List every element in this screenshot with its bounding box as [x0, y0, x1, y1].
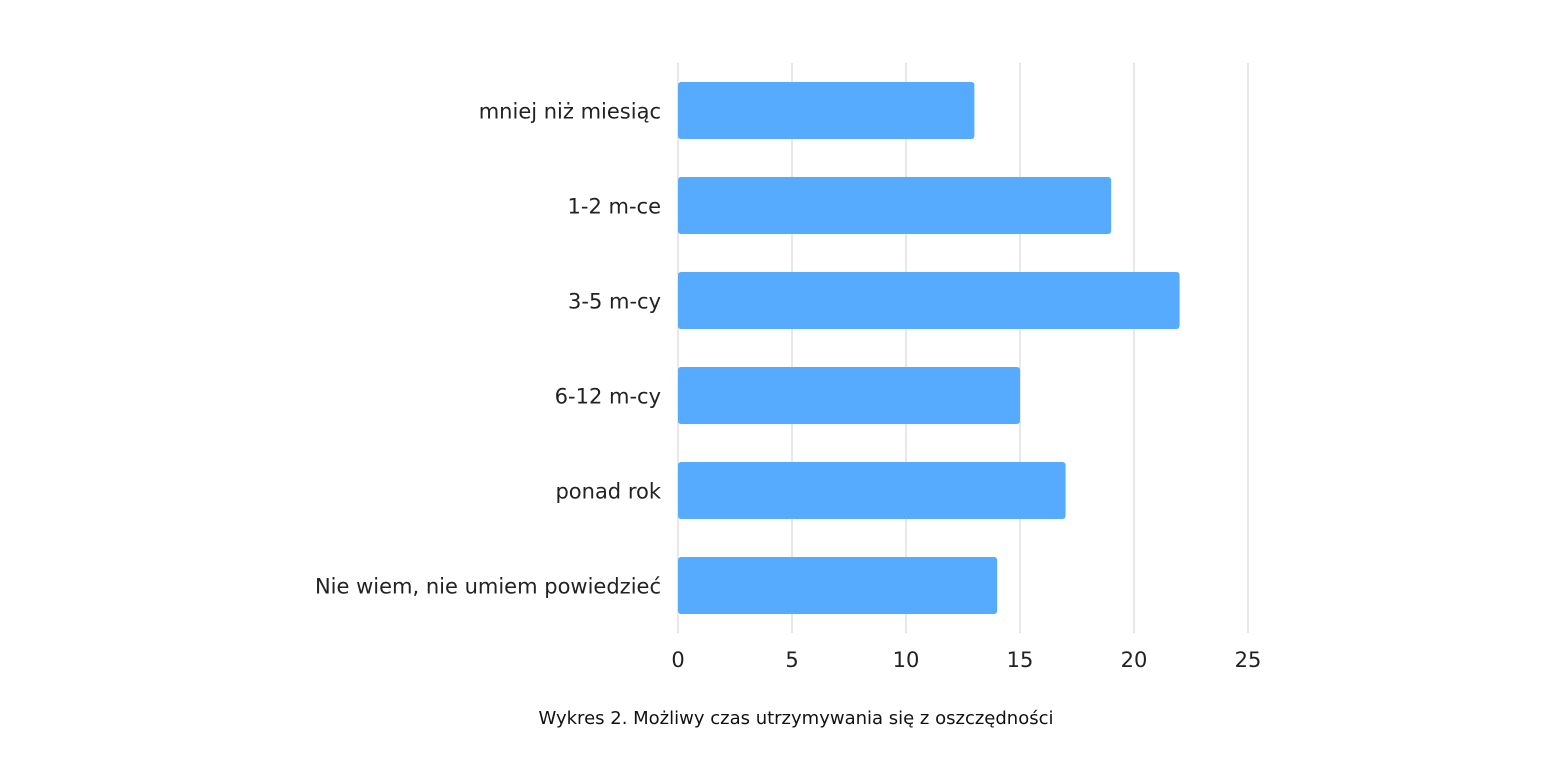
x-tick-label: 15: [1007, 648, 1034, 672]
category-label: ponad rok: [555, 480, 661, 504]
x-tick-label: 25: [1235, 648, 1262, 672]
bar: [678, 557, 998, 614]
category-label: 6-12 m-cy: [555, 385, 661, 409]
gridlines: [677, 63, 1249, 633]
x-tick-label: 0: [671, 648, 684, 672]
category-label: mniej niż miesiąc: [479, 100, 661, 124]
category-label: 1-2 m-ce: [568, 195, 661, 219]
category-label: 3-5 m-cy: [568, 290, 661, 314]
chart-caption: Wykres 2. Możliwy czas utrzymywania się …: [538, 708, 1054, 729]
x-tick-label: 5: [785, 648, 798, 672]
bars: [678, 82, 1180, 614]
bar: [678, 367, 1020, 424]
bar: [678, 462, 1066, 519]
x-axis-ticks: 0 5 10 15 20 25: [671, 648, 1261, 672]
bar: [678, 82, 975, 139]
bar: [678, 272, 1180, 329]
category-label: Nie wiem, nie umiem powiedzieć: [315, 575, 661, 599]
x-tick-label: 10: [893, 648, 920, 672]
x-tick-label: 20: [1121, 648, 1148, 672]
category-labels: mniej niż miesiąc 1-2 m-ce 3-5 m-cy 6-12 m-…: [315, 100, 662, 599]
bar: [678, 177, 1112, 234]
